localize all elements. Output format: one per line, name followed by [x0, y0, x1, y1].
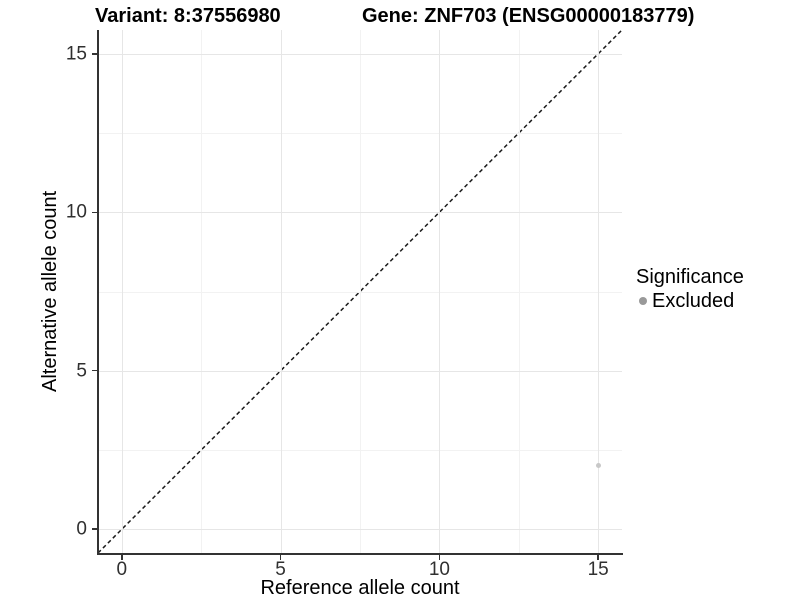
data-point [595, 463, 601, 469]
y-tick-label: 10 [65, 201, 87, 223]
y-axis-line [97, 30, 99, 555]
plot-panel [97, 29, 623, 554]
gridline-y-major [98, 370, 622, 372]
gridline-y-major [98, 212, 622, 214]
gridline-x-major [280, 30, 282, 553]
gridline-y-major [98, 53, 622, 55]
x-axis-line [97, 553, 623, 555]
identity-line [97, 29, 623, 554]
legend: Significance Excluded [636, 266, 744, 312]
x-axis-title: Reference allele count [260, 577, 460, 599]
x-tick-label: 10 [428, 559, 450, 580]
y-tick-mark [92, 211, 97, 213]
y-tick-mark [92, 53, 97, 55]
x-tick-mark [438, 554, 441, 560]
gridline-x-major [121, 30, 123, 553]
x-tick-mark [597, 554, 599, 560]
x-tick-label: 0 [116, 559, 128, 580]
gridline-y-minor [98, 291, 622, 293]
legend-item: Excluded [636, 290, 744, 312]
variant-title: Variant: 8:37556980 [95, 5, 281, 27]
x-tick-label: 15 [587, 559, 609, 580]
y-tick-label: 5 [76, 360, 87, 382]
legend-item-label: Excluded [652, 290, 735, 312]
gridline-y-minor [98, 133, 622, 134]
gridline-y-major [98, 529, 622, 531]
x-tick-mark [121, 554, 123, 560]
legend-title: Significance [636, 266, 744, 288]
y-tick-label: 0 [76, 518, 87, 540]
gene-title: Gene: ZNF703 (ENSG00000183779) [362, 5, 695, 27]
gridline-x-major [439, 30, 441, 553]
legend-key-dot [639, 297, 647, 305]
gridline-x-major [598, 30, 600, 553]
x-tick-mark [279, 554, 282, 560]
y-axis-title: Alternative allele count [39, 190, 61, 393]
y-tick-mark [92, 528, 97, 530]
x-tick-label: 5 [275, 559, 286, 580]
y-tick-mark [92, 369, 97, 372]
y-tick-label: 15 [65, 43, 87, 65]
gridline-y-minor [98, 449, 622, 451]
